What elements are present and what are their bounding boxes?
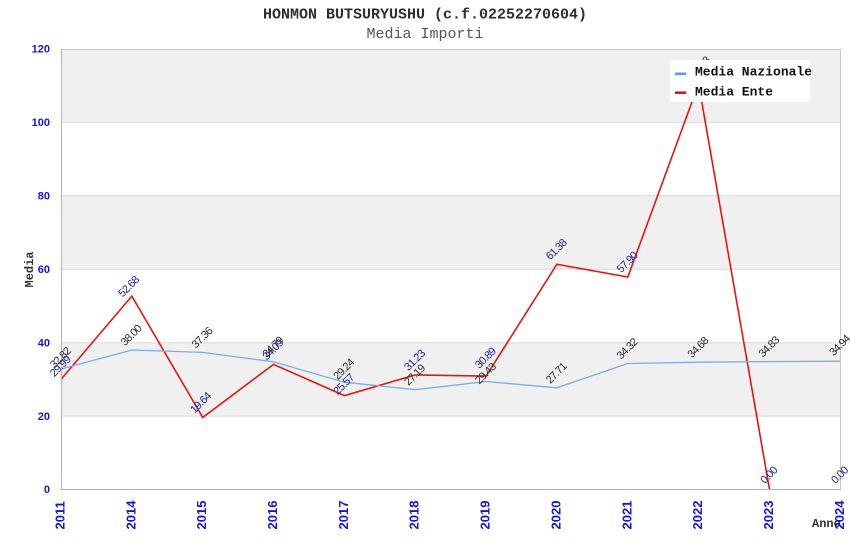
svg-text:2022: 2022 (690, 501, 705, 530)
svg-text:20: 20 (38, 411, 50, 423)
svg-text:2014: 2014 (123, 500, 138, 530)
svg-text:2020: 2020 (548, 501, 563, 530)
svg-text:HONMON BUTSURYUSHU (c.f.022522: HONMON BUTSURYUSHU (c.f.02252270604) (263, 6, 587, 23)
svg-text:Anno: Anno (812, 517, 841, 531)
svg-text:2016: 2016 (265, 501, 280, 530)
svg-text:40: 40 (38, 337, 50, 349)
svg-text:2024: 2024 (832, 500, 847, 530)
svg-text:Media Importi: Media Importi (366, 26, 483, 43)
svg-text:2011: 2011 (53, 501, 68, 529)
svg-text:2015: 2015 (194, 501, 209, 530)
svg-text:Media Nazionale: Media Nazionale (695, 65, 812, 80)
svg-text:120: 120 (32, 44, 50, 56)
svg-text:2021: 2021 (619, 501, 634, 530)
svg-text:Media Ente: Media Ente (695, 84, 773, 99)
svg-text:60: 60 (38, 264, 50, 276)
svg-text:80: 80 (38, 191, 50, 203)
svg-text:2023: 2023 (761, 501, 776, 530)
svg-text:2018: 2018 (407, 501, 422, 530)
svg-text:2019: 2019 (478, 501, 493, 530)
svg-text:2017: 2017 (336, 501, 351, 530)
svg-text:100: 100 (32, 117, 50, 129)
svg-text:0: 0 (44, 484, 50, 496)
svg-text:Media: Media (23, 251, 37, 287)
